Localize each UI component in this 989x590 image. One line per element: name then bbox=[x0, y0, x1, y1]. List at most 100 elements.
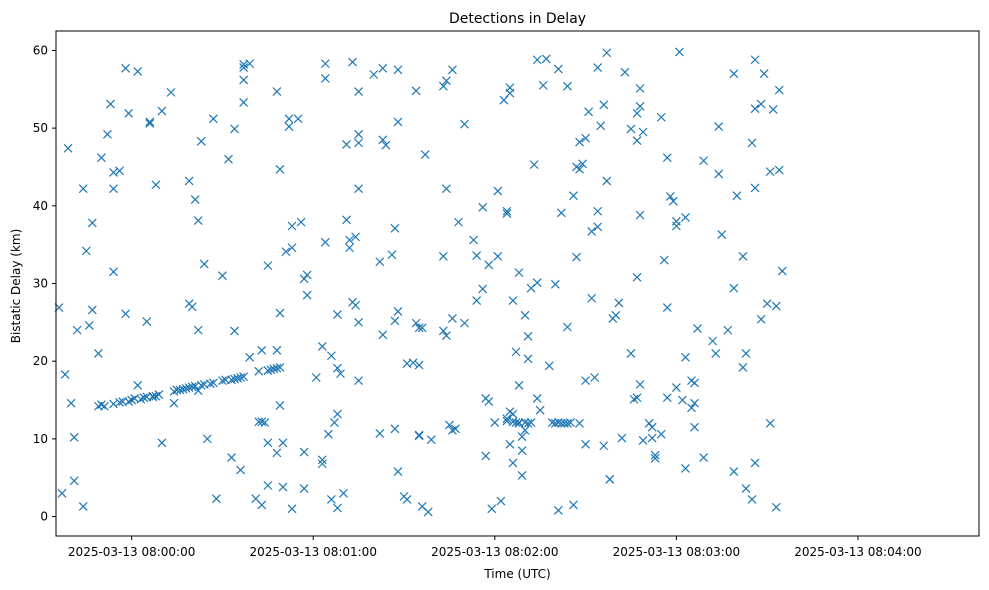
data-point bbox=[124, 108, 134, 118]
data-point bbox=[230, 124, 239, 134]
data-point bbox=[254, 366, 264, 376]
data-point bbox=[729, 467, 739, 476]
data-point bbox=[768, 105, 778, 114]
data-point bbox=[311, 373, 321, 382]
data-point bbox=[224, 154, 233, 164]
y-tick-label: 30 bbox=[33, 277, 48, 291]
data-point bbox=[765, 167, 775, 177]
data-point bbox=[420, 150, 430, 159]
data-point bbox=[584, 107, 594, 117]
data-point bbox=[320, 59, 330, 69]
data-point bbox=[281, 247, 291, 257]
data-point bbox=[205, 379, 215, 389]
data-point bbox=[665, 192, 675, 201]
data-point bbox=[287, 504, 297, 514]
data-point bbox=[193, 216, 203, 225]
data-point bbox=[741, 484, 751, 494]
data-point bbox=[196, 136, 206, 146]
data-point bbox=[239, 98, 249, 107]
data-point bbox=[596, 121, 606, 131]
data-point bbox=[544, 361, 554, 371]
data-point bbox=[378, 63, 388, 73]
data-point bbox=[729, 283, 739, 293]
data-point bbox=[535, 405, 545, 415]
data-point bbox=[157, 106, 167, 116]
data-point bbox=[647, 433, 657, 443]
data-point bbox=[517, 446, 527, 455]
data-point bbox=[563, 418, 572, 428]
data-point bbox=[390, 223, 400, 233]
data-point bbox=[738, 362, 748, 372]
data-point bbox=[393, 117, 403, 127]
data-point bbox=[635, 101, 645, 111]
data-point bbox=[593, 206, 603, 216]
data-point bbox=[774, 85, 784, 95]
data-point bbox=[375, 257, 385, 267]
data-point bbox=[293, 114, 303, 124]
data-point bbox=[681, 463, 690, 473]
data-point bbox=[671, 221, 681, 231]
data-point bbox=[626, 124, 636, 134]
data-point bbox=[750, 458, 760, 468]
data-point bbox=[484, 397, 494, 407]
data-point bbox=[659, 255, 669, 265]
data-point bbox=[333, 363, 342, 373]
y-tick-label: 20 bbox=[33, 354, 48, 368]
data-point bbox=[336, 369, 345, 379]
data-point bbox=[354, 129, 364, 139]
data-point bbox=[523, 418, 533, 428]
data-point bbox=[508, 409, 518, 419]
data-point bbox=[756, 99, 766, 109]
data-point bbox=[581, 376, 591, 386]
data-point bbox=[563, 322, 572, 332]
x-axis-ticks: 2025-03-13 08:00:00 2025-03-13 08:01:00 20… bbox=[68, 536, 922, 559]
data-point bbox=[650, 450, 660, 460]
data-point bbox=[717, 230, 727, 239]
data-point bbox=[287, 221, 297, 231]
data-point bbox=[408, 358, 418, 368]
data-point bbox=[508, 296, 518, 306]
data-point bbox=[199, 259, 209, 269]
data-point bbox=[632, 136, 642, 145]
y-axis-label-group: Bistatic Delay (km) bbox=[9, 229, 23, 344]
data-point bbox=[732, 191, 742, 201]
data-point bbox=[263, 481, 273, 490]
data-point bbox=[553, 505, 563, 515]
data-point bbox=[520, 310, 530, 320]
data-point bbox=[302, 270, 312, 280]
data-point bbox=[187, 302, 197, 312]
data-point bbox=[272, 448, 282, 458]
data-point bbox=[729, 69, 739, 79]
data-point bbox=[708, 336, 718, 346]
data-point bbox=[317, 342, 327, 351]
data-point bbox=[60, 369, 70, 379]
data-point bbox=[299, 484, 309, 494]
data-point bbox=[106, 99, 115, 109]
data-point bbox=[511, 347, 521, 357]
data-point bbox=[517, 470, 527, 480]
data-point bbox=[342, 140, 351, 149]
data-point bbox=[523, 354, 533, 364]
data-point bbox=[208, 378, 218, 388]
y-tick-label: 50 bbox=[33, 121, 48, 135]
data-point bbox=[774, 165, 784, 175]
data-point bbox=[638, 436, 648, 445]
data-point bbox=[284, 114, 294, 124]
data-point bbox=[78, 184, 88, 194]
data-point bbox=[714, 122, 724, 131]
data-point bbox=[103, 129, 112, 139]
data-point bbox=[299, 447, 309, 457]
data-point bbox=[109, 184, 118, 194]
data-point bbox=[656, 429, 666, 439]
data-point bbox=[611, 310, 621, 320]
x-tick-label: 2025-03-13 08:04:00 bbox=[794, 545, 921, 559]
data-point bbox=[284, 122, 294, 131]
data-point bbox=[296, 217, 306, 227]
data-point bbox=[454, 217, 463, 227]
data-point bbox=[184, 176, 194, 186]
data-point bbox=[438, 326, 448, 336]
data-point bbox=[354, 317, 364, 327]
data-point bbox=[272, 363, 282, 373]
data-point bbox=[532, 55, 542, 65]
data-point bbox=[202, 434, 212, 444]
